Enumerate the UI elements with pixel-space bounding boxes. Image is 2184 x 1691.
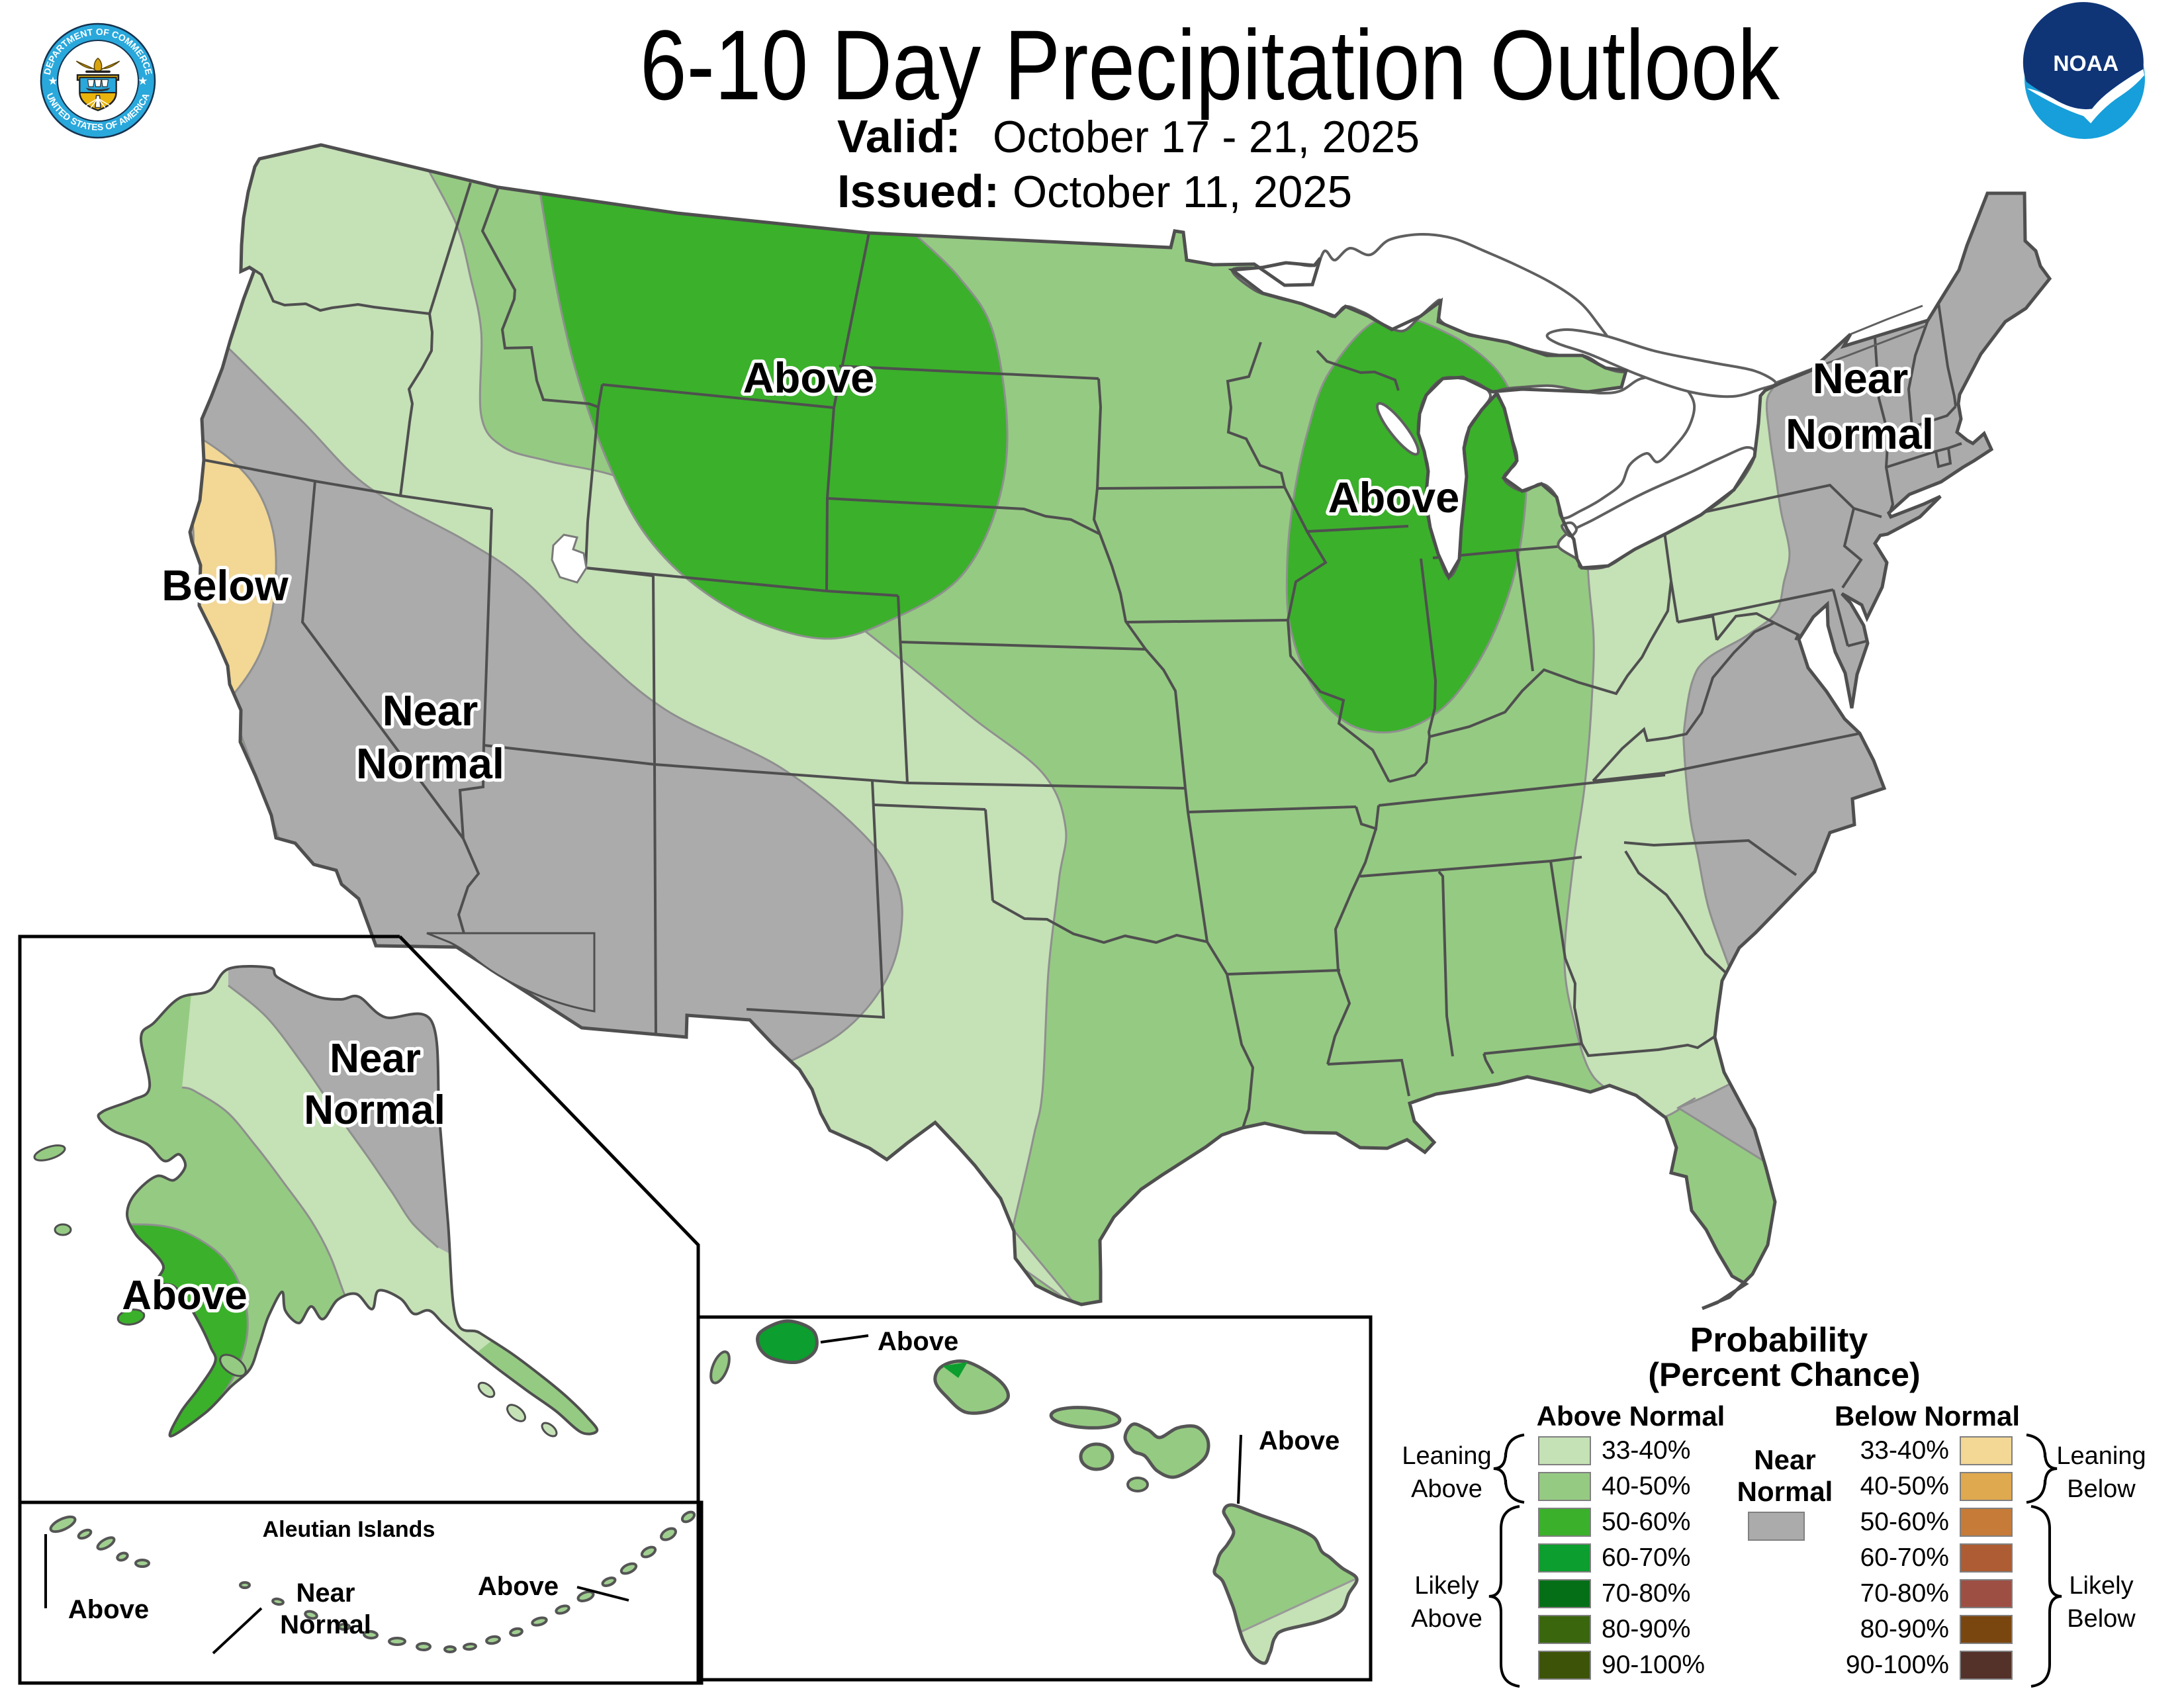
- svg-text:70-80%: 70-80%: [1860, 1579, 1949, 1608]
- svg-text:Valid:: Valid:: [837, 111, 961, 162]
- svg-text:Leaning: Leaning: [1402, 1442, 1491, 1470]
- svg-text:Above: Above: [122, 1273, 247, 1318]
- svg-text:Near: Near: [1754, 1444, 1815, 1475]
- svg-text:50-60%: 50-60%: [1860, 1508, 1949, 1536]
- svg-text:Issued:: Issued:: [837, 165, 999, 217]
- svg-text:6-10 Day Precipitation Outlook: 6-10 Day Precipitation Outlook: [640, 9, 1780, 120]
- svg-text:Below: Below: [161, 561, 289, 610]
- svg-text:33-40%: 33-40%: [1860, 1436, 1949, 1465]
- svg-text:Normal: Normal: [356, 739, 504, 788]
- svg-text:Below: Below: [2067, 1605, 2136, 1633]
- svg-text:Above: Above: [878, 1327, 958, 1356]
- svg-text:Near: Near: [1813, 354, 1909, 402]
- svg-text:Above: Above: [478, 1572, 559, 1601]
- svg-text:Below: Below: [2067, 1475, 2136, 1503]
- svg-text:Above: Above: [1411, 1475, 1482, 1503]
- svg-text:Above: Above: [743, 353, 875, 402]
- svg-text:70-80%: 70-80%: [1602, 1579, 1690, 1608]
- svg-text:★: ★: [138, 74, 148, 87]
- svg-text:Normal: Normal: [356, 739, 504, 788]
- svg-text:Probability: Probability: [1690, 1321, 1868, 1359]
- svg-text:Above Normal: Above Normal: [1537, 1400, 1725, 1432]
- svg-text:Above: Above: [1328, 473, 1460, 522]
- svg-text:Aleutian Islands: Aleutian Islands: [263, 1517, 435, 1542]
- svg-text:Normal: Normal: [1786, 410, 1934, 458]
- svg-text:60-70%: 60-70%: [1860, 1543, 1949, 1572]
- svg-text:Above: Above: [1259, 1426, 1340, 1455]
- svg-text:33-40%: 33-40%: [1602, 1436, 1690, 1465]
- svg-text:Below Normal: Below Normal: [1835, 1400, 2020, 1432]
- svg-text:80-90%: 80-90%: [1602, 1615, 1690, 1643]
- svg-text:50-60%: 50-60%: [1602, 1508, 1690, 1536]
- svg-text:NOAA: NOAA: [2053, 52, 2118, 76]
- svg-text:Normal: Normal: [304, 1087, 445, 1133]
- svg-text:Above: Above: [743, 353, 875, 402]
- svg-text:60-70%: 60-70%: [1602, 1543, 1690, 1572]
- svg-text:October 11, 2025: October 11, 2025: [1013, 167, 1352, 217]
- svg-text:Near: Near: [1813, 354, 1909, 402]
- svg-text:Normal: Normal: [304, 1087, 445, 1133]
- svg-text:Near: Near: [330, 1036, 421, 1081]
- svg-text:80-90%: 80-90%: [1860, 1615, 1949, 1643]
- svg-text:90-100%: 90-100%: [1602, 1651, 1705, 1679]
- svg-text:Near: Near: [296, 1578, 355, 1608]
- svg-text:Normal: Normal: [1737, 1476, 1833, 1507]
- svg-text:October 17 - 21, 2025: October 17 - 21, 2025: [993, 112, 1420, 162]
- svg-text:Above: Above: [122, 1273, 247, 1318]
- svg-text:40-50%: 40-50%: [1860, 1472, 1949, 1500]
- svg-text:★: ★: [48, 74, 58, 87]
- svg-text:90-100%: 90-100%: [1846, 1651, 1949, 1679]
- svg-text:Likely: Likely: [2069, 1572, 2133, 1600]
- svg-text:Near: Near: [330, 1036, 421, 1081]
- svg-text:Likely: Likely: [1414, 1572, 1479, 1600]
- svg-text:Below: Below: [161, 561, 289, 610]
- svg-text:Leaning: Leaning: [2056, 1442, 2146, 1470]
- svg-text:Above: Above: [1411, 1605, 1482, 1633]
- svg-text:Near: Near: [383, 686, 478, 735]
- svg-text:Normal: Normal: [280, 1610, 371, 1639]
- svg-text:(Percent Chance): (Percent Chance): [1648, 1356, 1920, 1393]
- svg-text:Normal: Normal: [1786, 410, 1934, 458]
- svg-text:40-50%: 40-50%: [1602, 1472, 1690, 1500]
- svg-text:Above: Above: [68, 1595, 149, 1624]
- svg-text:Above: Above: [1328, 473, 1460, 522]
- svg-text:Near: Near: [383, 686, 478, 735]
